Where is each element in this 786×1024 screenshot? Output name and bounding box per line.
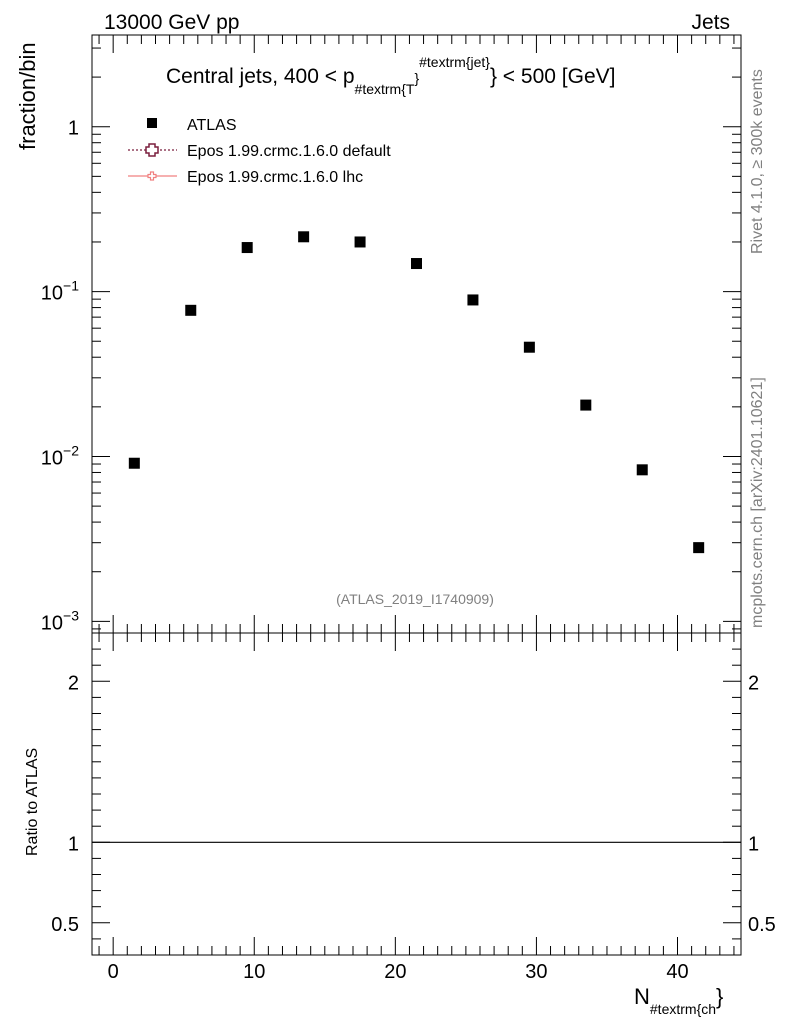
y-tick-label-exp: −2	[63, 442, 79, 458]
ratio-y-ticks	[92, 648, 741, 940]
ratio-y-tick-labels: 2 2 1 1 0.5 0.5	[51, 672, 776, 936]
ratio-tick-label-left: 2	[68, 672, 79, 694]
title-suffix: } < 500 [GeV]	[490, 65, 616, 88]
x-axis-label-base: N	[634, 984, 650, 1009]
data-point	[693, 542, 705, 554]
analysis-watermark: (ATLAS_2019_I1740909)	[336, 591, 494, 607]
data-point	[411, 258, 422, 270]
legend-label-epos-default: Epos 1.99.crmc.1.6.0 default	[187, 143, 391, 160]
legend-marker-square	[147, 118, 157, 128]
y-tick-label-exp: −1	[63, 278, 79, 294]
data-point	[580, 399, 592, 411]
y-tick-label: 1	[68, 118, 79, 140]
legend-entry-atlas: ATLAS	[147, 117, 237, 134]
ratio-tick-label-right: 1	[748, 833, 759, 855]
y-tick-label-base: 10	[41, 283, 63, 305]
title-mid: }	[414, 70, 419, 86]
ratio-tick-label-left: 0.5	[51, 914, 79, 936]
y-tick-label: 10−3	[41, 607, 79, 634]
y-tick-label-base: 10	[41, 612, 63, 634]
data-point	[128, 457, 140, 469]
main-y-ticks	[92, 47, 741, 630]
x-axis-label-sub: #textrm{ch	[650, 1001, 716, 1017]
side-label-bottom: mcplots.cern.ch [arXiv:2401.10621]	[749, 377, 766, 628]
x-tick-labels: 0 10 20 30 40	[108, 961, 689, 983]
ratio-tick-label-right: 2	[748, 672, 759, 694]
y-tick-label: 10−2	[41, 442, 79, 469]
data-point	[298, 231, 310, 243]
x-tick-label: 40	[666, 961, 688, 983]
legend-entry-epos-lhc: Epos 1.99.crmc.1.6.0 lhc	[128, 169, 363, 186]
legend: ATLAS Epos 1.99.crmc.1.6.0 default Epos …	[128, 117, 391, 186]
x-tick-label: 0	[108, 961, 119, 983]
x-axis-label-suffix: }	[716, 984, 723, 1009]
header-right: Jets	[691, 11, 730, 34]
main-title: Central jets, 400 < p#textrm{T}#textrm{j…	[166, 54, 615, 97]
y-tick-label-exp: −3	[63, 607, 79, 623]
legend-marker-open-cross-small	[147, 171, 157, 181]
ratio-y-axis-label: Ratio to ATLAS	[24, 748, 41, 856]
ratio-tick-label-left: 1	[68, 833, 79, 855]
data-point	[467, 294, 479, 306]
y-tick-label-base: 10	[41, 447, 63, 469]
title-sup: #textrm{jet}	[419, 54, 490, 70]
x-tick-label: 10	[243, 961, 265, 983]
legend-label-epos-lhc: Epos 1.99.crmc.1.6.0 lhc	[187, 169, 363, 186]
legend-label-atlas: ATLAS	[187, 117, 237, 134]
side-label-top: Rivet 4.1.0, ≥ 300k events	[749, 69, 766, 254]
x-axis-label: N#textrm{ch}	[634, 984, 723, 1017]
x-tick-label: 30	[525, 961, 547, 983]
main-x-ticks	[98, 35, 735, 633]
header-left: 13000 GeV pp	[104, 11, 239, 34]
ratio-panel-frame	[91, 632, 742, 956]
ratio-x-ticks	[98, 633, 735, 955]
title-prefix: Central jets, 400 < p	[166, 65, 355, 88]
y-tick-label: 10−1	[41, 278, 79, 305]
data-point	[241, 242, 253, 254]
main-y-axis-label: fraction/bin	[15, 42, 40, 150]
legend-marker-open-cross	[145, 143, 159, 157]
data-point	[523, 341, 535, 353]
data-point	[354, 236, 366, 248]
legend-entry-epos-default: Epos 1.99.crmc.1.6.0 default	[128, 143, 391, 160]
atlas-data-points	[128, 231, 705, 554]
data-point	[636, 464, 648, 476]
data-point	[185, 304, 197, 316]
main-y-tick-labels: 110−110−210−3	[41, 118, 79, 635]
title-sub: #textrm{T	[355, 81, 415, 97]
x-tick-label: 20	[384, 961, 406, 983]
ratio-tick-label-right: 0.5	[748, 914, 776, 936]
